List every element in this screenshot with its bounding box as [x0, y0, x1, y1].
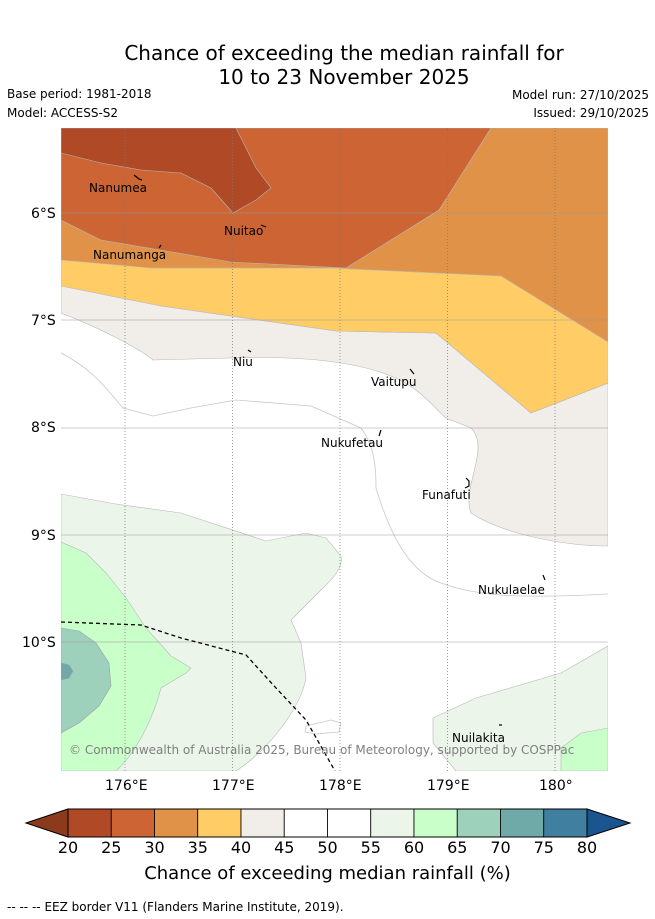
colorbar-label: Chance of exceeding median rainfall (%): [144, 863, 511, 884]
colorbar-cell: [370, 808, 415, 838]
place-label-nuitao: Nuitao: [224, 224, 264, 238]
colorbar-cell: [240, 808, 285, 838]
colorbar-tick-label: 70: [490, 838, 511, 857]
colorbar-tick-label: 65: [447, 838, 468, 857]
place-label-funafuti: Funafuti: [422, 488, 471, 502]
band-40-45: [61, 282, 608, 547]
colorbar-tick-label: 50: [317, 838, 338, 857]
colorbar-cells: [67, 808, 588, 838]
band-65-70: [61, 627, 112, 734]
colorbar-tick-label: 80: [576, 838, 598, 857]
colorbar-over-arrow: [586, 808, 632, 838]
place-label-nanumanga: Nanumanga: [93, 248, 167, 262]
model-run: Model run: 27/10/2025: [511, 88, 649, 102]
lon-tick-180: 180°: [539, 778, 573, 794]
colorbar-tick-label: 45: [274, 838, 295, 857]
colorbar-tick-label: 55: [360, 838, 381, 857]
place-label-vaitupu: Vaitupu: [371, 375, 417, 389]
colorbar-cell: [327, 808, 372, 838]
colorbar-tick-label: 30: [144, 838, 165, 857]
colorbar-cell: [110, 808, 155, 838]
model-name: Model: ACCESS-S2: [7, 106, 119, 120]
eez-legend: -- -- -- EEZ border V11 (Flanders Marine…: [7, 900, 344, 914]
lat-tick-10s: 10°S: [22, 635, 56, 651]
place-label-nukulaelae: Nukulaelae: [478, 583, 545, 597]
band-55-60-b: [432, 645, 608, 771]
colorbar-cell: [154, 808, 199, 838]
colorbar-cell: [543, 808, 588, 838]
place-label-nukufetau: Nukufetau: [321, 436, 384, 450]
colorbar-cell: [67, 808, 112, 838]
colorbar-under-arrow: [24, 808, 69, 838]
place-label-nuilakita: Nuilakita: [452, 731, 505, 745]
title-line-1: Chance of exceeding the median rainfall …: [124, 41, 564, 65]
colorbar-tick-label: 60: [403, 838, 425, 857]
colorbar-tick-label: 40: [230, 838, 252, 857]
lat-tick-6s: 6°S: [31, 206, 56, 222]
colorbar-cell: [500, 808, 545, 838]
colorbar-cell: [197, 808, 242, 838]
lon-tick-179e: 179°E: [427, 778, 470, 794]
colorbar-tick-label: 75: [533, 838, 554, 857]
lat-tick-7s: 7°S: [31, 313, 56, 329]
contour-line-a: [61, 352, 608, 597]
place-label-niu: Niu: [233, 355, 253, 369]
colorbar-frame: [67, 808, 588, 838]
colorbar-cell: [413, 808, 458, 838]
colorbar-tick-label: 25: [101, 838, 122, 857]
colorbar-tick-label: 20: [57, 838, 79, 857]
band-70-75: [61, 662, 74, 681]
place-label-nanumea: Nanumea: [89, 181, 147, 195]
lon-tick-176e: 176°E: [105, 778, 148, 794]
lat-tick-8s: 8°S: [31, 420, 56, 436]
issued-date: Issued: 29/10/2025: [533, 106, 649, 120]
colorbar-tick-label: 35: [187, 838, 208, 857]
colorbar-cell: [456, 808, 501, 838]
colorbar: [24, 808, 632, 838]
eez-legend-text: EEZ border V11 (Flanders Marine Institut…: [44, 900, 344, 914]
grid-lines-lat: [61, 212, 608, 643]
eez-border: [61, 621, 336, 771]
base-period: Base period: 1981-2018: [7, 87, 152, 101]
title-line-2: 10 to 23 November 2025: [218, 65, 470, 89]
contour-line-b: [304, 719, 342, 735]
lat-tick-9s: 9°S: [31, 528, 56, 544]
copyright-note: © Commonwealth of Australia 2025, Bureau…: [69, 743, 575, 757]
lon-tick-178e: 178°E: [319, 778, 362, 794]
band-60-65-b: [560, 727, 608, 771]
rainfall-map: [61, 128, 608, 771]
colorbar-cell: [283, 808, 328, 838]
eez-legend-symbol: -- -- --: [7, 900, 41, 914]
grid-lines: [124, 128, 556, 771]
island-shapes: [133, 174, 546, 726]
band-60-65: [61, 541, 192, 771]
lon-tick-177e: 177°E: [212, 778, 255, 794]
